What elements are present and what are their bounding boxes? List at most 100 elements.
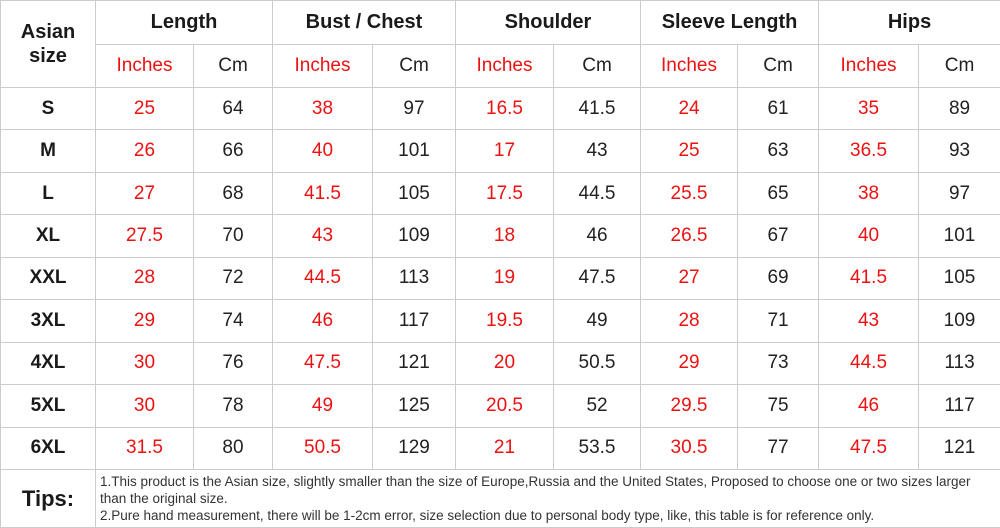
value-inches: 46 <box>272 299 373 343</box>
value-inches: 19.5 <box>455 299 554 343</box>
value-cm: 105 <box>918 256 1000 301</box>
value-inches: 26 <box>95 129 194 173</box>
value-inches: 29.5 <box>640 384 739 428</box>
value-cm: 72 <box>193 256 273 301</box>
value-cm: 129 <box>372 426 456 470</box>
value-cm: 109 <box>372 214 456 258</box>
value-inches: 19 <box>455 256 554 301</box>
group-header-shoulder: Shoulder <box>454 0 642 45</box>
size-label: 5XL <box>0 384 96 428</box>
value-inches: 18 <box>455 214 554 258</box>
value-cm: 63 <box>737 129 820 173</box>
unit-header-inches: Inches <box>455 44 554 88</box>
value-cm: 61 <box>737 86 820 131</box>
value-cm: 67 <box>737 214 820 258</box>
tips-line: 2.Pure hand measurement, there will be 1… <box>100 508 875 523</box>
value-cm: 47.5 <box>552 256 642 301</box>
value-cm: 93 <box>918 129 1000 173</box>
value-inches: 41.5 <box>818 256 920 301</box>
value-inches: 21 <box>455 426 554 470</box>
value-inches: 24 <box>640 86 739 131</box>
value-inches: 31.5 <box>95 426 194 470</box>
value-inches: 41.5 <box>272 171 373 216</box>
unit-header-cm: Cm <box>552 44 642 88</box>
value-inches: 38 <box>272 86 373 131</box>
value-inches: 16.5 <box>455 86 554 131</box>
unit-header-cm: Cm <box>193 44 273 88</box>
value-inches: 44.5 <box>818 341 920 386</box>
value-cm: 53.5 <box>552 426 642 470</box>
value-cm: 109 <box>918 299 1000 343</box>
unit-header-cm: Cm <box>737 44 820 88</box>
value-inches: 46 <box>818 384 920 428</box>
size-label: L <box>0 171 96 216</box>
value-inches: 40 <box>272 129 373 173</box>
value-inches: 20.5 <box>455 384 554 428</box>
table-row: 3XL 29 74 46 117 19.5 49 28 71 43 109 <box>0 299 1000 343</box>
table-row: XL 27.5 70 43 109 18 46 26.5 67 40 101 <box>0 214 1000 258</box>
value-cm: 50.5 <box>552 341 642 386</box>
table-row: L 27 68 41.5 105 17.5 44.5 25.5 65 38 97 <box>0 171 1000 216</box>
value-cm: 105 <box>372 171 456 216</box>
value-cm: 80 <box>193 426 273 470</box>
value-inches: 49 <box>272 384 373 428</box>
tips-label: Tips: <box>0 469 96 528</box>
value-cm: 41.5 <box>552 86 642 131</box>
tips-text: 1.This product is the Asian size, slight… <box>94 469 1000 528</box>
unit-header-inches: Inches <box>818 44 920 88</box>
value-cm: 125 <box>372 384 456 428</box>
unit-header-inches: Inches <box>640 44 739 88</box>
value-inches: 30 <box>95 341 194 386</box>
value-cm: 117 <box>918 384 1000 428</box>
value-cm: 66 <box>193 129 273 173</box>
value-cm: 121 <box>918 426 1000 470</box>
value-cm: 44.5 <box>552 171 642 216</box>
value-inches: 17 <box>455 129 554 173</box>
size-label: 3XL <box>0 299 96 343</box>
value-inches: 27.5 <box>95 214 194 258</box>
size-label: XXL <box>0 256 96 301</box>
value-inches: 30.5 <box>640 426 739 470</box>
unit-header-cm: Cm <box>918 44 1000 88</box>
value-inches: 25 <box>95 86 194 131</box>
size-table-body: S 25 64 38 97 16.5 41.5 24 61 35 89 M 26 66 40 101 17 43 2… <box>0 86 1000 470</box>
value-cm: 65 <box>737 171 820 216</box>
value-inches: 25.5 <box>640 171 739 216</box>
value-cm: 76 <box>193 341 273 386</box>
value-inches: 27 <box>95 171 194 216</box>
tips-line: 1.This product is the Asian size, slight… <box>100 474 971 506</box>
value-cm: 117 <box>372 299 456 343</box>
table-row: 5XL 30 78 49 125 20.5 52 29.5 75 46 117 <box>0 384 1000 428</box>
value-inches: 29 <box>95 299 194 343</box>
value-inches: 30 <box>95 384 194 428</box>
unit-header-cm: Cm <box>372 44 456 88</box>
value-cm: 101 <box>372 129 456 173</box>
value-inches: 43 <box>818 299 920 343</box>
value-cm: 73 <box>737 341 820 386</box>
tips-row: Tips: 1.This product is the Asian size, … <box>0 469 1000 528</box>
size-label: 6XL <box>0 426 96 470</box>
value-cm: 69 <box>737 256 820 301</box>
value-inches: 28 <box>640 299 739 343</box>
value-inches: 28 <box>95 256 194 301</box>
value-inches: 35 <box>818 86 920 131</box>
size-label: S <box>0 86 96 131</box>
value-cm: 113 <box>372 256 456 301</box>
value-cm: 64 <box>193 86 273 131</box>
value-cm: 68 <box>193 171 273 216</box>
table-row: M 26 66 40 101 17 43 25 63 36.5 93 <box>0 129 1000 173</box>
value-inches: 26.5 <box>640 214 739 258</box>
value-cm: 46 <box>552 214 642 258</box>
value-inches: 25 <box>640 129 739 173</box>
value-cm: 75 <box>737 384 820 428</box>
table-row: 4XL 30 76 47.5 121 20 50.5 29 73 44.5 113 <box>0 341 1000 386</box>
value-inches: 20 <box>455 341 554 386</box>
value-inches: 36.5 <box>818 129 920 173</box>
value-cm: 74 <box>193 299 273 343</box>
table-row: XXL 28 72 44.5 113 19 47.5 27 69 41.5 105 <box>0 256 1000 301</box>
value-inches: 50.5 <box>272 426 373 470</box>
group-header-length: Length <box>95 0 273 45</box>
value-inches: 44.5 <box>272 256 373 301</box>
